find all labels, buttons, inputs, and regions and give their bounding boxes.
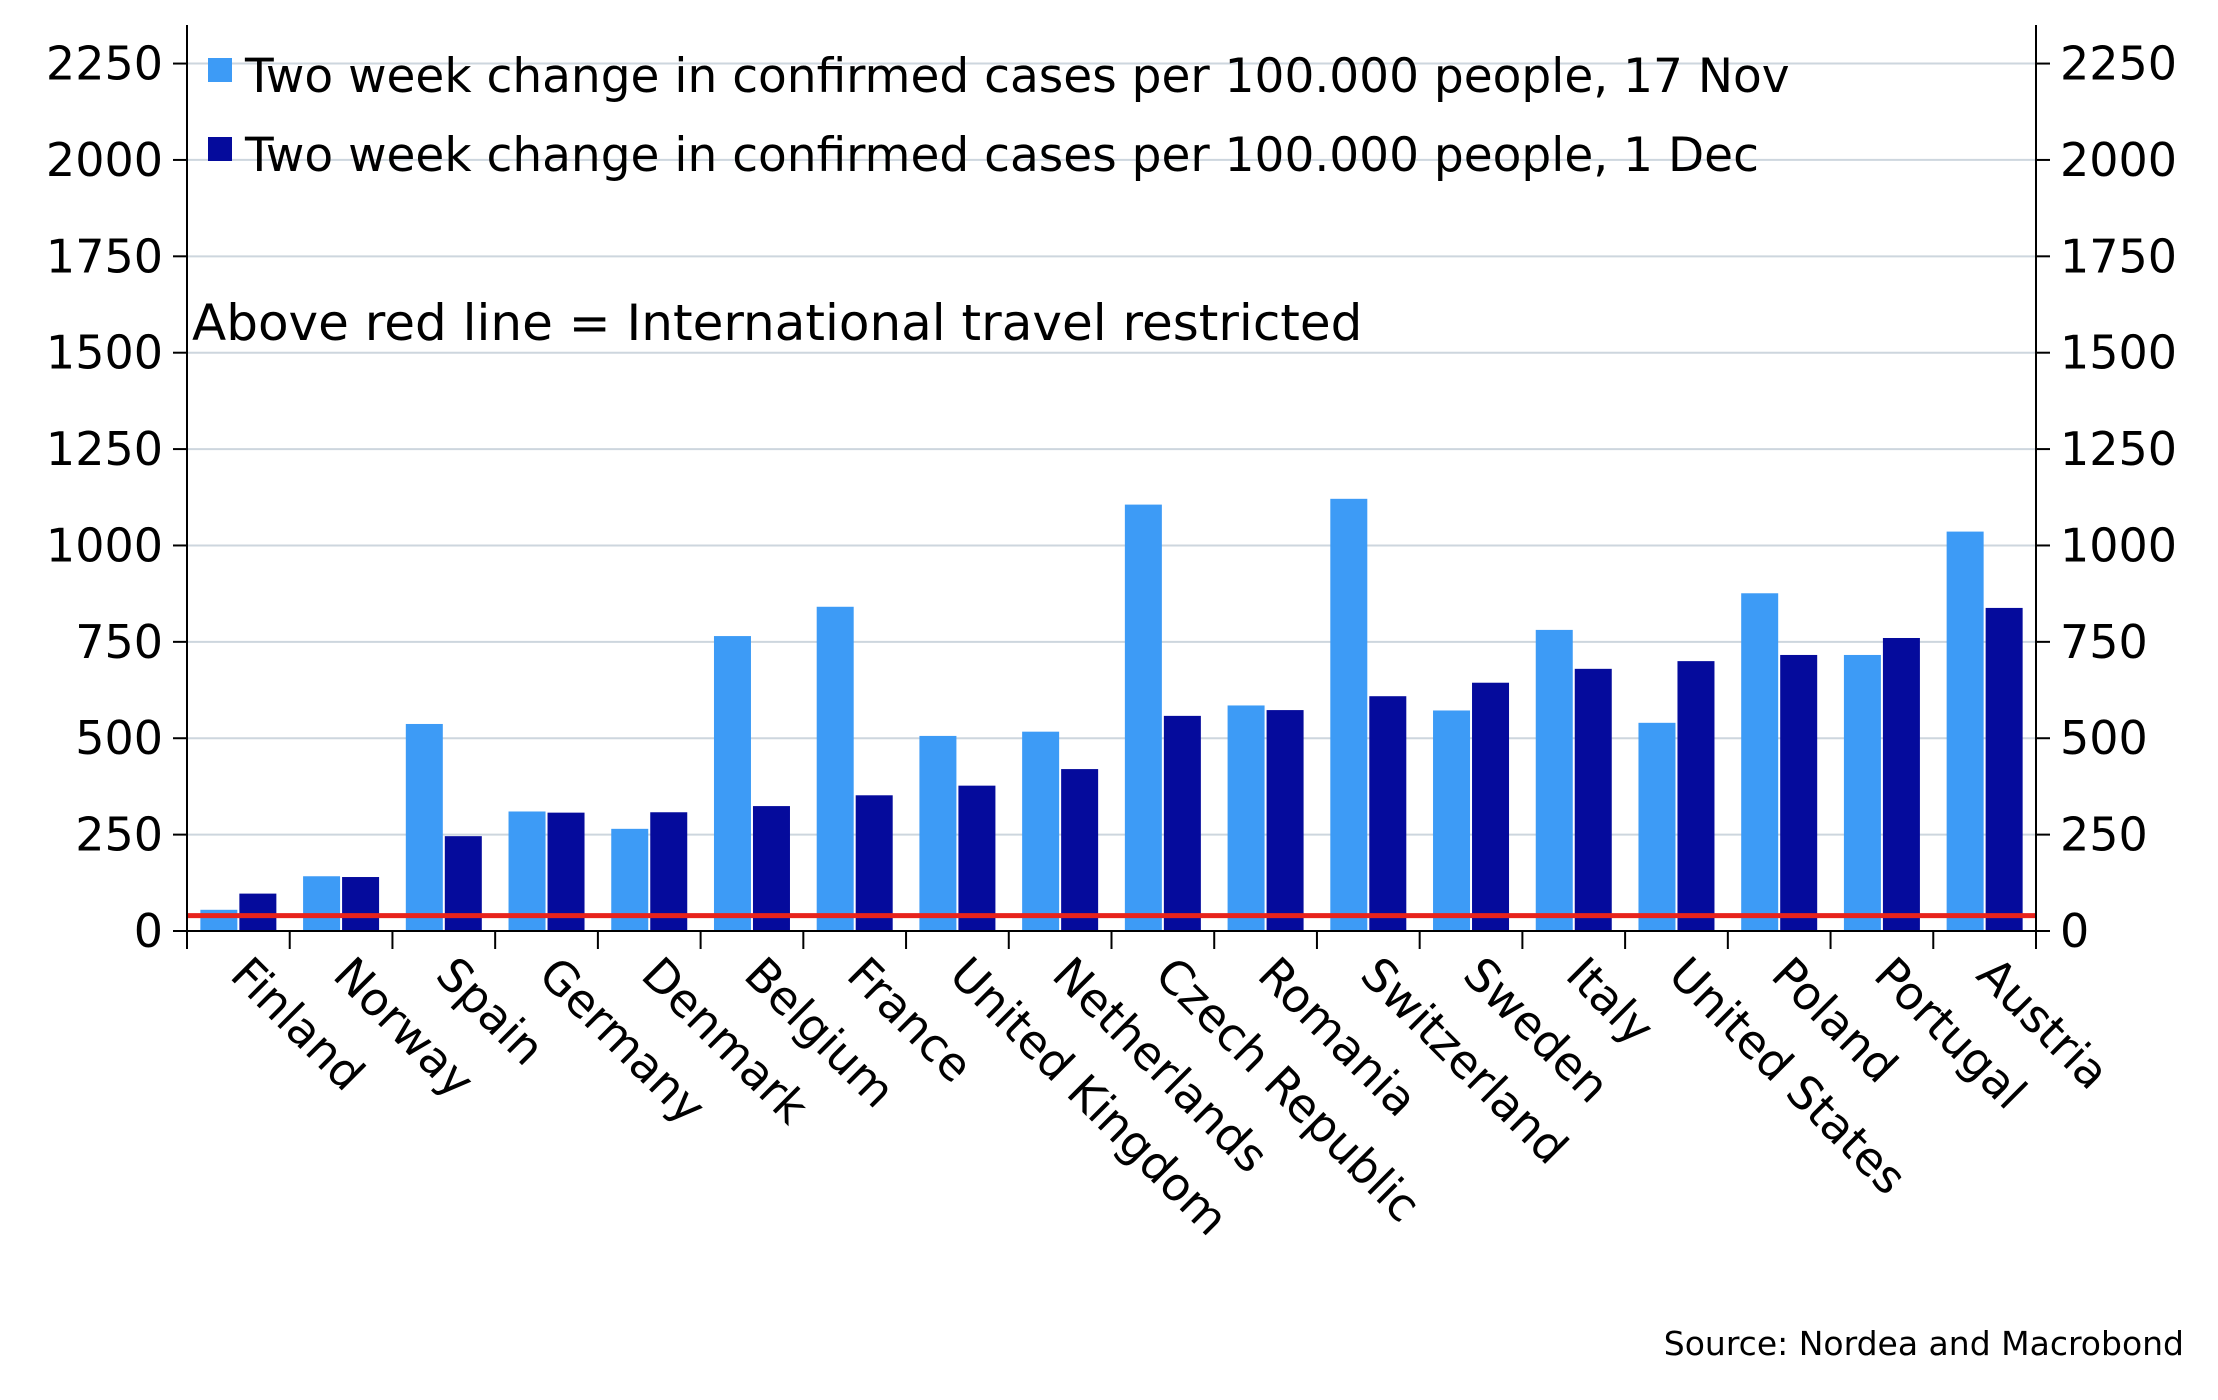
bar-17-nov [1741, 593, 1779, 931]
gridlines [187, 62, 2036, 836]
bar-1-dec [1882, 637, 1920, 931]
bar-1-dec [1266, 710, 1304, 931]
bar-1-dec [1163, 715, 1201, 931]
bar-1-dec [342, 877, 380, 931]
bar-1-dec [1061, 769, 1099, 931]
legend: Two week change in confirmed cases per 1… [208, 49, 1790, 183]
y-tick-label-left: 250 [75, 808, 163, 862]
bar-1-dec [958, 785, 996, 931]
bar-17-nov [1433, 710, 1471, 931]
bar-17-nov [1124, 504, 1162, 931]
bar-17-nov [816, 606, 854, 931]
y-tick-label-left: 1250 [46, 422, 163, 476]
y-tick-label-right: 2250 [2060, 37, 2177, 91]
bar-17-nov [405, 723, 443, 931]
bar-1-dec [650, 812, 688, 931]
bars [200, 498, 2023, 931]
bar-1-dec [1780, 654, 1818, 931]
y-tick-label-right: 2000 [2060, 133, 2177, 187]
bar-17-nov [1946, 531, 1984, 931]
bar-1-dec [1369, 696, 1407, 931]
y-tick-label-left: 2250 [46, 37, 163, 91]
axes [173, 25, 2050, 949]
bar-17-nov [1330, 498, 1368, 931]
legend-label-1-dec: Two week change in confirmed cases per 1… [244, 128, 1759, 183]
y-tick-label-right: 500 [2060, 711, 2148, 765]
y-tick-label-right: 0 [2060, 904, 2089, 958]
bar-17-nov [303, 876, 341, 931]
source-note: Source: Nordea and Macrobond [1664, 1324, 2184, 1363]
y-tick-label-right: 1750 [2060, 229, 2177, 283]
legend-swatch-17-nov [208, 58, 232, 82]
y-tick-label-left: 1750 [46, 229, 163, 283]
bar-1-dec [752, 806, 790, 931]
bar-17-nov [1638, 722, 1676, 931]
bar-17-nov [508, 811, 546, 931]
bar-17-nov [1843, 654, 1881, 931]
y-tick-label-right: 1250 [2060, 422, 2177, 476]
bar-1-dec [855, 795, 893, 931]
bar-17-nov [919, 735, 957, 931]
y-tick-label-right: 1000 [2060, 518, 2177, 572]
y-tick-label-right: 250 [2060, 808, 2148, 862]
bar-1-dec [1574, 668, 1612, 931]
bar-1-dec [1985, 607, 2023, 931]
bar-17-nov [1535, 629, 1573, 931]
y-tick-label-left: 0 [134, 904, 163, 958]
legend-label-17-nov: Two week change in confirmed cases per 1… [244, 49, 1790, 104]
legend-swatch-1-dec [208, 137, 232, 161]
bar-17-nov [1022, 731, 1060, 931]
y-tick-label-right: 1500 [2060, 326, 2177, 380]
bar-1-dec [1472, 682, 1510, 931]
y-tick-label-left: 2000 [46, 133, 163, 187]
y-tick-label-left: 1000 [46, 518, 163, 572]
bar-1-dec [547, 812, 585, 931]
bar-1-dec [1677, 661, 1715, 931]
bar-17-nov [1227, 705, 1265, 931]
y-tick-label-left: 750 [75, 615, 163, 669]
y-tick-label-right: 750 [2060, 615, 2148, 669]
bar-17-nov [200, 909, 238, 931]
bar-1-dec [239, 893, 277, 931]
y-tick-label-left: 1500 [46, 326, 163, 380]
y-tick-label-left: 500 [75, 711, 163, 765]
bar-17-nov [713, 636, 751, 931]
threshold-annotation: Above red line = International travel re… [192, 294, 1362, 352]
